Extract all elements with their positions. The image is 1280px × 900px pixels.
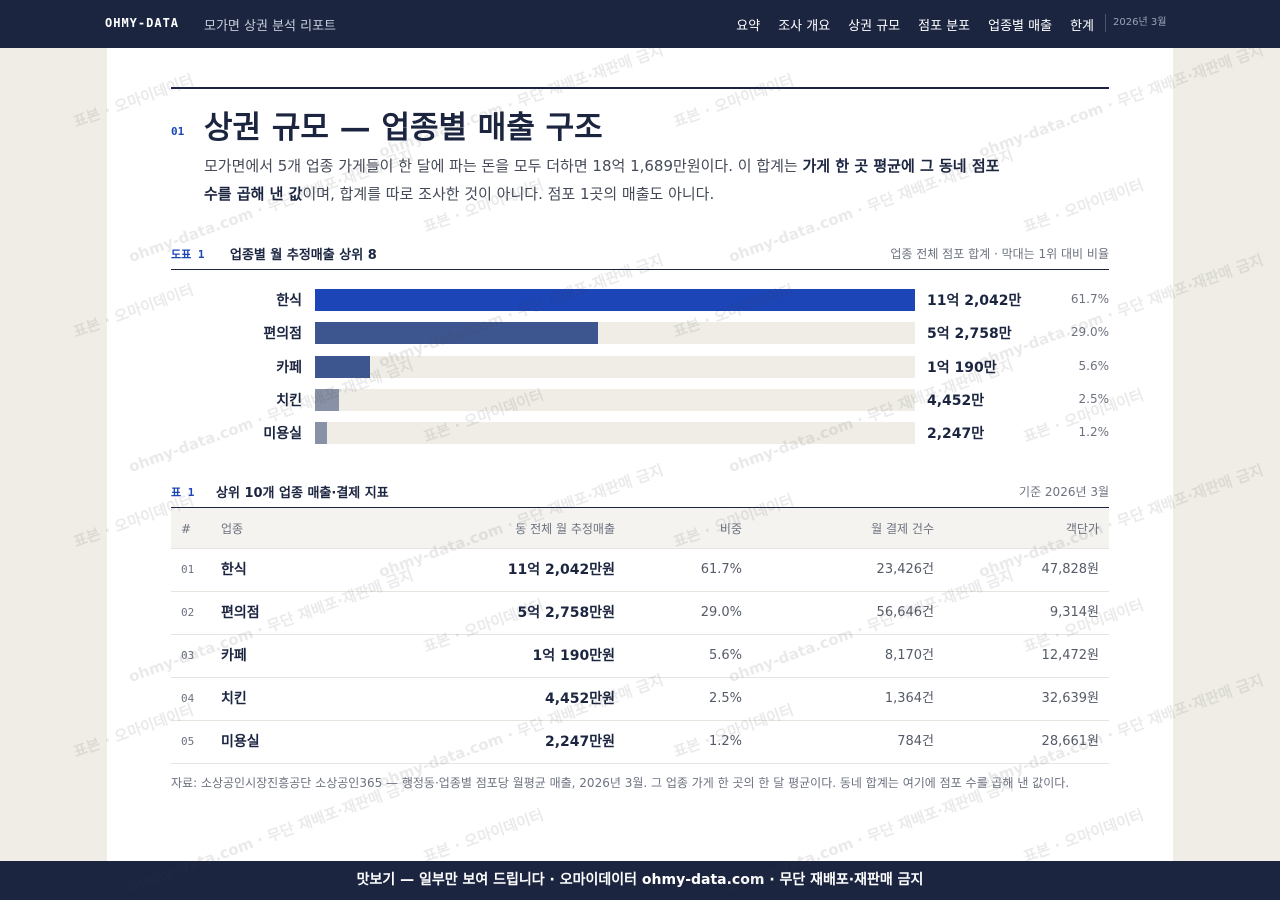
- report-name: 모가면 상권 분석 리포트: [204, 19, 336, 34]
- bar-label: 카페: [276, 359, 302, 376]
- figure-title: 업종별 월 추정매출 상위 8: [230, 248, 377, 263]
- table-row: 02 편의점 5억 2,758만원 29.0% 56,646건 9,314원: [171, 592, 1109, 635]
- table-cell: 32,639원: [1041, 691, 1099, 706]
- table-row: 03 카페 1억 190만원 5.6% 8,170건 12,472원: [171, 635, 1109, 678]
- nav-link[interactable]: 점포 분포: [918, 19, 971, 34]
- table-cell: 28,661원: [1041, 734, 1099, 749]
- footer-banner: 맛보기 — 일부만 보여 드립니다 · 오마이데이터 ohmy-data.com…: [0, 861, 1280, 900]
- bar-track: [315, 388, 915, 411]
- card: [107, 48, 1173, 861]
- nav-link[interactable]: 상권 규모: [848, 19, 901, 34]
- bar-value: 4,452만: [927, 392, 985, 409]
- bar-value: 11억 2,042만: [927, 293, 1022, 309]
- figure-label: 도표 1: [171, 248, 205, 261]
- table-cell: 47,828원: [1041, 562, 1099, 577]
- table-cell: 치킨: [221, 691, 247, 707]
- table-cell: 01: [181, 563, 195, 576]
- table-cell: 04: [181, 692, 195, 705]
- table-label: 표 1: [171, 486, 195, 499]
- table-cell: 한식: [221, 562, 247, 578]
- table-cell: 미용실: [221, 734, 260, 750]
- table-cell: 4,452만원: [544, 691, 615, 707]
- bar-label: 미용실: [263, 426, 302, 443]
- bar: [315, 388, 339, 411]
- bar-track: [315, 355, 915, 378]
- figure-note: 업종 전체 점포 합계 · 막대는 1위 대비 비율: [890, 247, 1109, 261]
- bar-share: 5.6%: [1078, 358, 1110, 373]
- bar-value: 1억 190만: [927, 359, 997, 376]
- report-date: 2026년 3월: [1105, 14, 1166, 32]
- table: # 업종 동 전체 월 추정매출 비중 월 결제 건수 객단가 01 한식 11억 2,042만…: [171, 508, 1109, 764]
- table-cell: 02: [181, 606, 195, 619]
- source-note: 자료: 소상공인시장진흥공단 소상공인365 — 행정동·업종별 점포당 월평균…: [171, 776, 1070, 790]
- nav-links: 요약 조사 개요 상권 규모 점포 분포 업종별 매출 한계: [736, 15, 1094, 34]
- table-cell: 61.7%: [700, 562, 742, 577]
- table-cell: #: [181, 522, 192, 536]
- table-title: 상위 10개 업종 매출·결제 지표: [216, 486, 389, 501]
- section-rule: [171, 87, 1109, 89]
- bar-share: 2.5%: [1078, 391, 1110, 406]
- table-cell: 784건: [897, 734, 934, 749]
- nav-link[interactable]: 요약: [736, 19, 761, 34]
- table-header-row: # 업종 동 전체 월 추정매출 비중 월 결제 건수 객단가: [171, 508, 1109, 549]
- table-cell: 비중: [719, 522, 742, 536]
- table-cell: 객단가: [1065, 522, 1099, 536]
- nav-bar: OHMY-DATA 모가면 상권 분석 리포트 요약 조사 개요 상권 규모 점포 분…: [0, 0, 1280, 48]
- table-cell: 1억 190만원: [532, 648, 615, 664]
- bar: [315, 322, 598, 345]
- table-cell: 05: [181, 735, 195, 748]
- nav-link[interactable]: 업종별 매출: [988, 19, 1053, 34]
- table-cell: 12,472원: [1041, 648, 1099, 663]
- brand[interactable]: OHMY-DATA: [105, 16, 180, 30]
- table-cell: 29.0%: [700, 605, 742, 620]
- table-row: 04 치킨 4,452만원 2.5% 1,364건 32,639원: [171, 678, 1109, 721]
- bar-share: 1.2%: [1078, 425, 1110, 440]
- table-cell: 11억 2,042만원: [507, 562, 615, 578]
- table-cell: 23,426건: [876, 562, 934, 577]
- bar-share: 29.0%: [1070, 325, 1109, 340]
- nav-link[interactable]: 조사 개요: [778, 19, 831, 34]
- bar-label: 한식: [276, 293, 302, 309]
- table-cell: 카페: [221, 648, 247, 664]
- bar: [315, 422, 328, 445]
- table-cell: 5.6%: [708, 648, 742, 663]
- table-cell: 1.2%: [708, 734, 742, 749]
- bar: [315, 355, 370, 378]
- lead-text: 이며, 합계를 따로 조사한 것이 아니다. 점포 1곳의 매출도 아니다.: [302, 185, 715, 203]
- table-cell: 업종: [221, 522, 244, 536]
- section-title: 상권 규모 — 업종별 매출 구조: [204, 110, 603, 146]
- table-basis: 기준 2026년 3월: [1019, 485, 1109, 499]
- section-number: 01: [171, 125, 185, 138]
- bar-track: [315, 422, 915, 445]
- table-cell: 8,170건: [884, 648, 934, 663]
- table-row: 05 미용실 2,247만원 1.2% 784건 28,661원: [171, 721, 1109, 764]
- bar-value: 2,247만: [927, 426, 985, 443]
- bar-label: 치킨: [276, 392, 302, 409]
- table-cell: 편의점: [221, 605, 260, 621]
- bar: [315, 289, 915, 311]
- table-cell: 2.5%: [708, 691, 742, 706]
- table-cell: 9,314원: [1049, 605, 1099, 620]
- bar-label: 편의점: [263, 326, 302, 343]
- table-cell: 03: [181, 649, 195, 662]
- table-cell: 2,247만원: [544, 734, 615, 750]
- bar-value: 5억 2,758만: [927, 326, 1012, 343]
- table-cell: 월 결제 건수: [871, 522, 934, 536]
- lead-bold: 가게 한 곳 평균에 그 동네 점포 수를 곱해 낸 값: [204, 157, 1000, 203]
- table-cell: 1,364건: [884, 691, 934, 706]
- figure-caption: 도표 1 업종별 월 추정매출 상위 8 업종 전체 점포 합계 · 막대는 1…: [171, 240, 1109, 270]
- nav-link[interactable]: 한계: [1070, 19, 1094, 34]
- table-cell: 동 전체 월 추정매출: [515, 522, 615, 536]
- bar-share: 61.7%: [1070, 292, 1109, 306]
- table-caption: 표 1 상위 10개 업종 매출·결제 지표 기준 2026년 3월: [171, 478, 1109, 508]
- table-cell: 56,646건: [876, 605, 934, 620]
- lead: 모가면에서 5개 업종 가게들이 한 달에 파는 돈을 모두 더하면 18억 1…: [204, 152, 1004, 208]
- lead-text: 모가면에서 5개 업종 가게들이 한 달에 파는 돈을 모두 더하면 18억 1…: [204, 157, 803, 175]
- table-cell: 5억 2,758만원: [517, 605, 615, 621]
- table-row: 01 한식 11억 2,042만원 61.7% 23,426건 47,828원: [171, 549, 1109, 592]
